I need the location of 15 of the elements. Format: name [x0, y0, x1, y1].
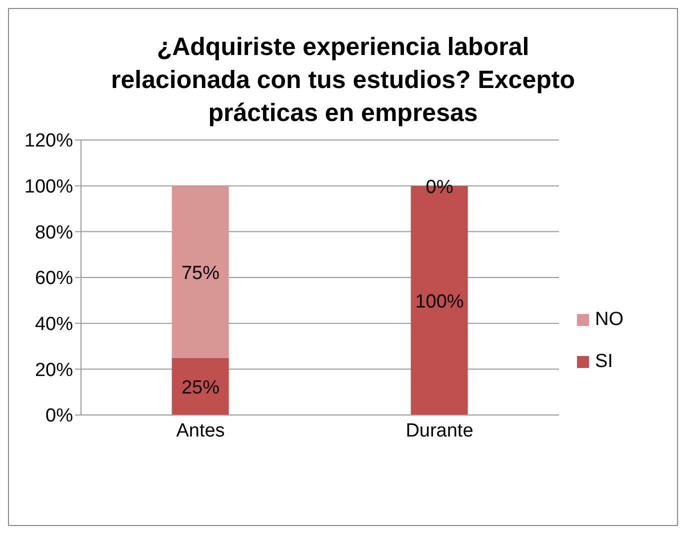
y-tick-label: 40% — [34, 314, 74, 336]
y-tick-label: 60% — [34, 268, 74, 290]
y-tick-label: 100% — [24, 176, 74, 198]
x-tick-label: Durante — [406, 420, 474, 442]
y-tick-label: 20% — [34, 360, 74, 381]
legend-label: NO — [595, 309, 624, 331]
y-tick-label: 0% — [46, 406, 74, 427]
x-tick-label: Antes — [176, 420, 225, 442]
y-tick-label: 120% — [24, 130, 74, 152]
chart-title: ¿Adquiriste experiencia laboral relacionada con tus estudios? Excepto prácticas en empresas — [110, 32, 576, 129]
legend-label: SI — [595, 351, 613, 373]
data-label: 75% — [181, 262, 220, 284]
data-label: 25% — [181, 377, 220, 398]
data-label: 100% — [415, 291, 464, 312]
y-tick-label: 80% — [34, 222, 74, 244]
